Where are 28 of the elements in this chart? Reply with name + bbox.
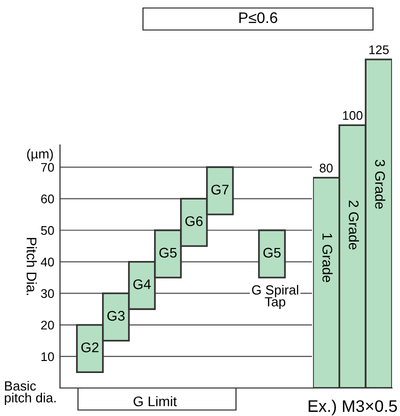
- x-tick-label: G7: [211, 184, 229, 195]
- y-tick-label: 30: [41, 289, 54, 298]
- x-tick-label: G2: [81, 342, 98, 352]
- y-tick-label: 10: [41, 352, 54, 362]
- annotation: G Spiral Tap: [252, 284, 298, 310]
- x-tick-label: 3 Grade: [375, 160, 386, 209]
- y-tick-label: 50: [41, 226, 54, 235]
- data-label: 100: [343, 111, 362, 120]
- y-axis-title: Pitch Dia.: [26, 238, 37, 295]
- y-tick-label: 20: [41, 320, 54, 330]
- text: Basic pitch dia.: [4, 380, 56, 406]
- chart-title: P≤0.6: [239, 12, 278, 24]
- x-tick-label: G3: [107, 310, 125, 321]
- x-tick-label: G4: [133, 279, 151, 290]
- y-tick-label: 60: [41, 194, 54, 204]
- x-tick-label: G5: [159, 248, 177, 258]
- x-tick-label: 2 Grade: [348, 200, 359, 250]
- x-axis-title: G Limit: [134, 396, 177, 406]
- x-tick-label: G6: [185, 216, 203, 226]
- y-tick-label: 40: [40, 258, 54, 266]
- text: (µm): [27, 148, 53, 162]
- bar: [258, 229, 286, 278]
- y-tick-label: 70: [41, 162, 54, 172]
- data-label: 80: [320, 164, 333, 172]
- x-tick-label: 1 Grade: [322, 234, 333, 282]
- x-axis-title: Ex.) M3×0.5: [308, 400, 397, 416]
- data-label: 125: [369, 45, 389, 54]
- x-tick-label: G5: [263, 248, 281, 258]
